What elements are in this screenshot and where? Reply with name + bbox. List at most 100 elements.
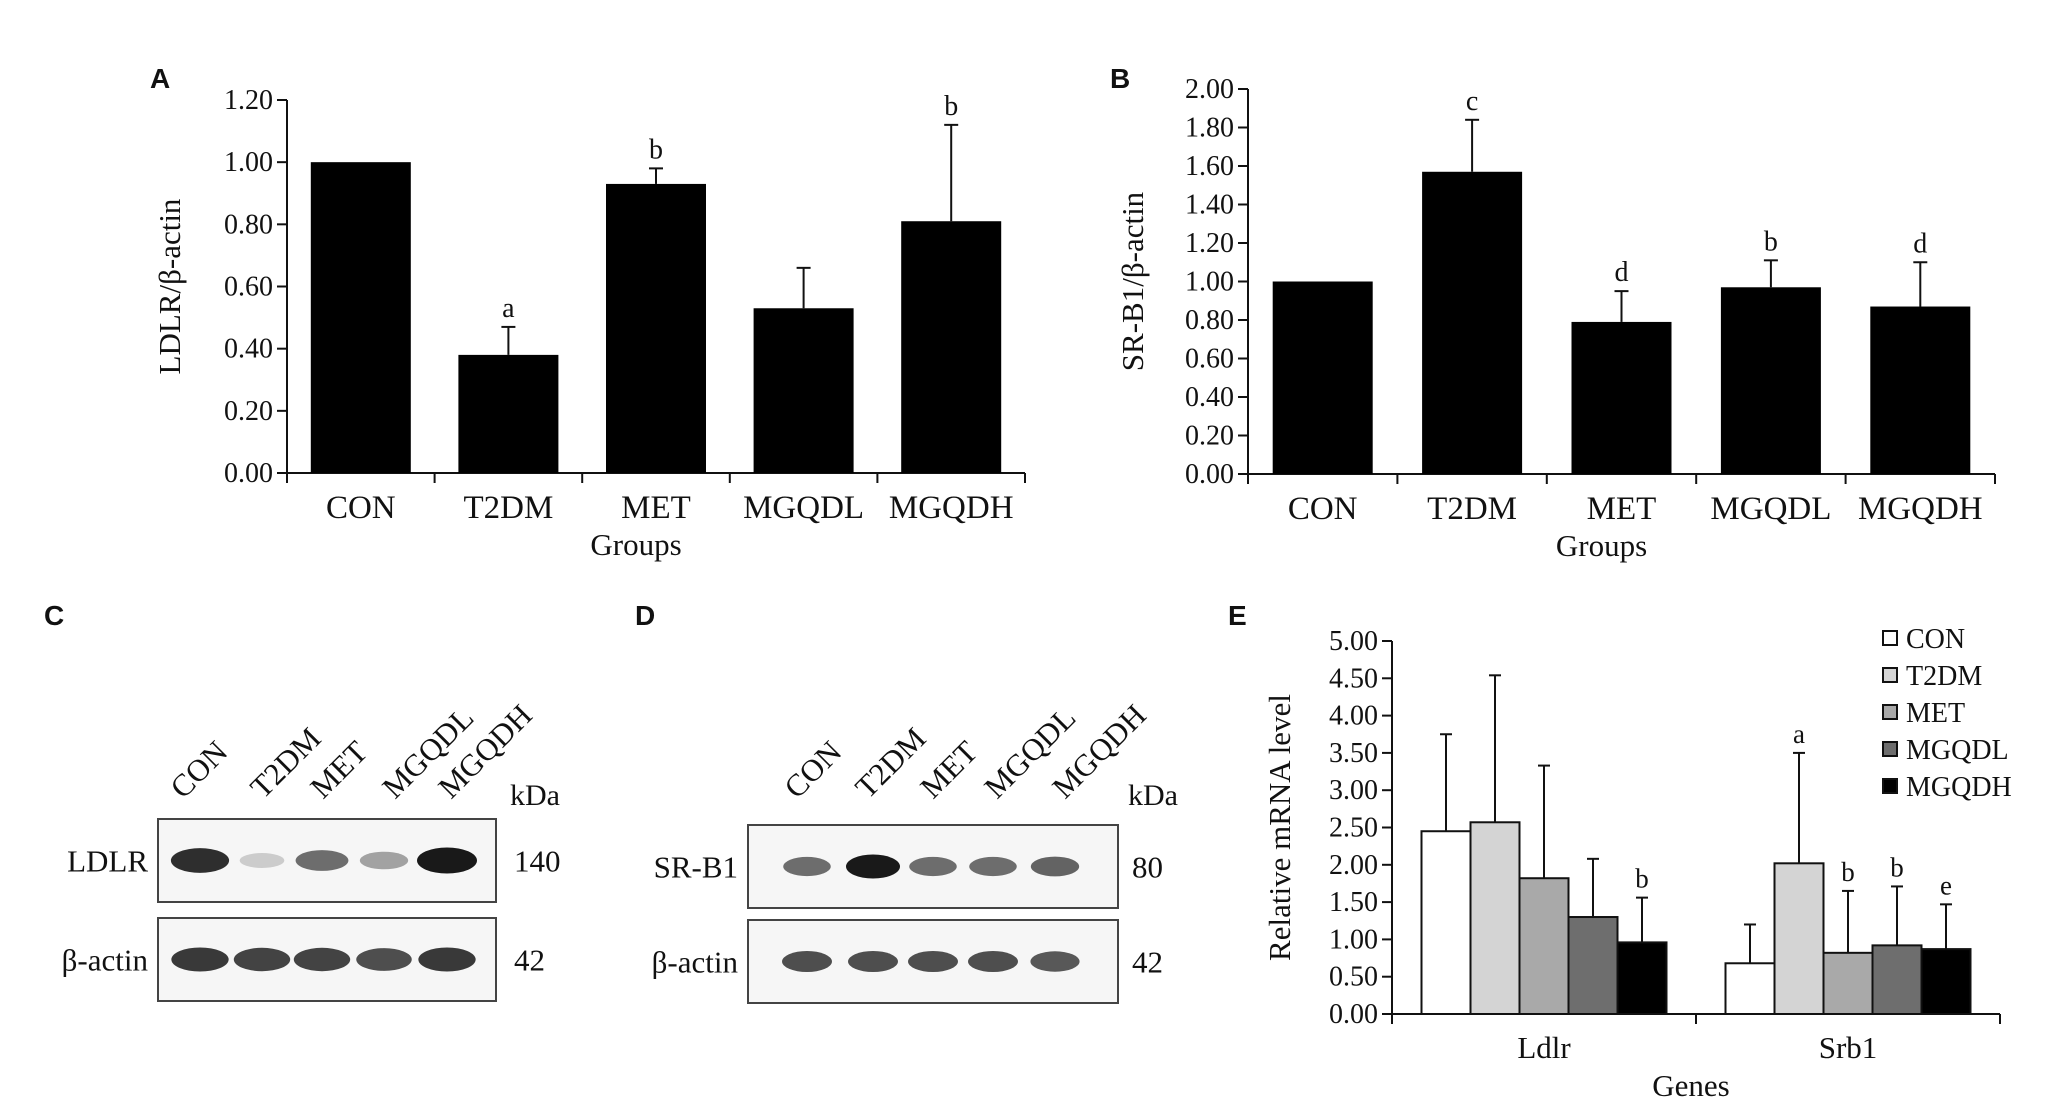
band [908,951,958,972]
panel-e-chart: E 0.00 0.50 1.00 1.50 2.00 2.50 3.00 3.50 4.00 4.… [1228,600,2012,1103]
x-tick-label: Srb1 [1819,1030,1878,1065]
x-tick-label: T2DM [1427,491,1517,527]
y-tick-label: 0.00 [224,458,273,489]
band [293,947,351,972]
x-axis-title: Genes [1652,1068,1729,1103]
y-tick-label: 0.80 [224,209,273,240]
y-tick-label: 0.40 [1185,382,1234,413]
bar-t2dm [1773,862,1825,1015]
legend-swatch [1882,704,1898,720]
band [418,947,476,972]
panel-b-chart: B 0.00 0.20 0.40 0.60 0.80 1.00 1.20 1.40 1.60 1.… [1110,63,1996,563]
x-tick-label: MGQDH [889,490,1014,526]
protein-label: LDLR [67,844,148,879]
band [1030,951,1080,972]
band [170,848,230,873]
y-tick-label: 2.00 [1185,74,1234,105]
bar-mgqdh [1616,941,1668,1015]
y-tick-label: 3.00 [1329,775,1378,806]
bar-mgqdh [1920,948,1972,1016]
band [233,947,291,972]
kda-header: kDa [1128,779,1178,812]
y-tick-label: 2.50 [1329,813,1378,844]
kda-value: 42 [514,943,545,978]
band [783,856,831,877]
band [969,856,1017,877]
x-tick-label: CON [326,490,396,526]
blot-row-1: β-actin 42 [652,919,1163,1004]
significance-label: b [1635,864,1649,894]
legend-swatch [1882,667,1898,683]
lane-label: T2DM [848,721,932,805]
band [782,951,832,972]
y-tick-label: 0.40 [224,334,273,365]
significance-label: a [1793,719,1805,749]
band [417,847,477,874]
bar [310,162,411,473]
y-tick-label: 1.00 [1185,267,1234,298]
y-tick-label: 0.80 [1185,305,1234,336]
y-tick-label: 1.60 [1185,151,1234,182]
blot-row-0: LDLR 140 [67,818,561,903]
band [968,951,1018,972]
panel-a-chart: A 0.00 0.20 0.40 0.60 0.80 1.00 1.20 CON a T2DM b M… [150,63,1026,562]
significance-label: e [1940,870,1952,900]
x-tick-label: MET [1587,491,1657,527]
significance-label: d [1615,257,1629,288]
y-tick-label: 0.20 [224,396,273,427]
band [171,947,229,972]
panel-a-letter: A [150,63,170,94]
legend-label: MET [1906,698,1965,729]
y-tick-label: 0.00 [1329,999,1378,1030]
x-tick-label: MGQDL [1710,491,1831,527]
y-tick-label: 1.00 [224,147,273,178]
y-axis-title: Relative mRNA level [1262,694,1297,961]
blot-row-0: SR-B1 80 [654,824,1163,909]
panel-e-letter: E [1228,600,1247,631]
lane-label: CON [777,734,848,805]
y-tick-label: 0.00 [1185,459,1234,490]
y-tick-label: 1.80 [1185,113,1234,144]
x-axis-title: Groups [1556,528,1647,563]
panel-b-letter: B [1110,63,1130,94]
x-tick-label: MGQDH [1858,491,1983,527]
x-tick-label: CON [1288,491,1358,527]
x-tick-label: MGQDL [743,490,864,526]
band [239,853,285,868]
y-tick-label: 0.20 [1185,421,1234,452]
panel-c-letter: C [44,600,64,631]
legend-swatch [1882,741,1898,757]
bar [1571,321,1672,474]
band [1030,856,1080,877]
significance-label: b [1764,226,1778,257]
significance-label: b [649,134,663,165]
y-axis-title: SR-B1/β-actin [1115,191,1150,371]
y-tick-label: 1.40 [1185,190,1234,221]
significance-label: a [502,293,515,324]
y-tick-label: 1.50 [1329,887,1378,918]
significance-label: d [1913,228,1927,259]
legend-label: CON [1906,624,1965,655]
y-tick-label: 1.20 [224,85,273,116]
band [359,851,409,870]
legend-label: MGQDL [1906,735,2009,766]
y-tick-label: 0.50 [1329,962,1378,993]
y-tick-label: 1.20 [1185,228,1234,259]
legend: CON T2DM MET MGQDL MGQDH [1882,624,2012,803]
kda-header: kDa [510,779,560,812]
bar [1422,171,1523,474]
y-tick-label: 4.00 [1329,701,1378,732]
significance-label: c [1466,86,1478,117]
y-tick-label: 1.00 [1329,924,1378,955]
band [848,951,898,972]
protein-label: β-actin [652,945,739,980]
bar-mgqdl [1567,916,1619,1016]
legend-label: MGQDH [1906,772,2012,803]
kda-value: 42 [1132,945,1163,980]
y-tick-label: 0.60 [224,272,273,303]
significance-label: b [944,91,958,122]
bar-met [1822,951,1874,1016]
bar-t2dm [1469,821,1521,1016]
y-tick-label: 5.00 [1329,626,1378,657]
